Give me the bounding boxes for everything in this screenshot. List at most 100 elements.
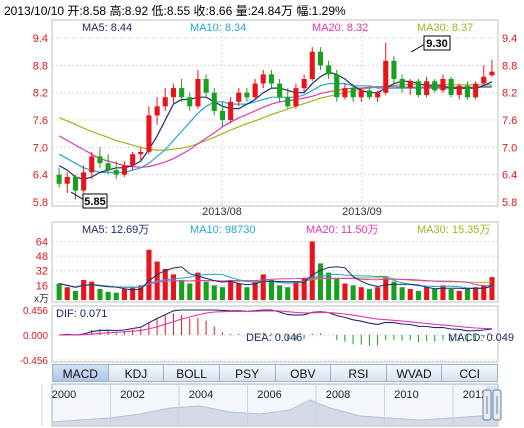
- tab-cci[interactable]: CCI: [442, 364, 498, 382]
- volume-bar: [72, 290, 78, 300]
- volume-bar: [170, 274, 176, 300]
- volume-bar: [473, 287, 479, 300]
- candle-body: [309, 51, 315, 79]
- volume-bar: [383, 276, 389, 300]
- candle-body: [366, 90, 372, 98]
- volume-bar: [464, 289, 470, 300]
- candle-body: [456, 85, 462, 95]
- timeline-year: 2012: [463, 389, 487, 401]
- macd-panel-frame: [51, 305, 499, 363]
- volume-value: 24.84万: [250, 4, 293, 18]
- volume-ma-lines: [58, 266, 493, 291]
- volume-bar: [301, 278, 307, 300]
- candle-body: [130, 154, 136, 166]
- candle-body: [162, 97, 168, 107]
- tab-rsi[interactable]: RSI: [331, 364, 387, 382]
- volume-bar: [219, 287, 225, 300]
- candle-body: [293, 88, 299, 107]
- price-y-tick: 8.2: [33, 88, 48, 100]
- timeline-year: 2008: [326, 389, 350, 401]
- candle-body: [138, 151, 144, 155]
- volume-ma5-line: [58, 266, 493, 291]
- vol-ma30-label: MA30: 15.35万: [417, 224, 490, 236]
- volume-bar: [187, 283, 193, 300]
- price-y-tick: 8.8: [33, 60, 48, 72]
- volume-bar: [415, 290, 421, 300]
- volume-bar: [277, 285, 283, 300]
- candle-body: [342, 88, 348, 98]
- volume-bar: [260, 274, 266, 300]
- timeline-range-selector[interactable]: 2000 2002 2004 2006 2008 2010 2012: [0, 382, 524, 428]
- volume-bar: [211, 285, 217, 300]
- candle-body: [448, 79, 454, 95]
- tab-psy[interactable]: PSY: [219, 364, 276, 382]
- volume-bar: [350, 285, 356, 300]
- price-y-tick: 5.8: [33, 197, 48, 209]
- price-y-tick: 8.8: [502, 60, 517, 72]
- timeline-year: 2010: [394, 389, 418, 401]
- tab-boll[interactable]: BOLL: [164, 364, 220, 382]
- stock-chart[interactable]: 9.4 8.8 8.2 7.6 7.0 6.4 5.8 9.4 8.8 8.2 7.6 7.0 6.4…: [0, 0, 524, 364]
- x-tick-sep: 2013/09: [342, 206, 382, 218]
- macd-dif-label: DIF: 0.071: [56, 308, 107, 320]
- candle-body: [277, 83, 283, 98]
- vol-ma10-label: MA10: 98730: [190, 224, 255, 236]
- candle-body: [350, 88, 356, 98]
- volume-bar: [358, 287, 364, 300]
- change-value: 1.29%: [311, 4, 346, 18]
- price-y-axis-right: 9.4 8.8 8.2 7.6 7.0 6.4 5.8: [502, 33, 517, 209]
- candle-body: [203, 79, 209, 93]
- candle-body: [228, 101, 234, 120]
- timeline-year: 2006: [257, 389, 281, 401]
- volume-bar: [268, 279, 274, 300]
- volume-bar: [81, 279, 87, 300]
- close-value: 8.66: [208, 4, 233, 18]
- volume-bar: [326, 272, 332, 300]
- low-value: 8.55: [166, 4, 191, 18]
- volume-bar: [252, 281, 258, 300]
- volume-bar: [293, 281, 299, 300]
- candle-body: [415, 81, 421, 95]
- tab-wvad[interactable]: WVAD: [386, 364, 443, 382]
- price-ma10-label: MA10: 8.34: [190, 22, 246, 34]
- candle-body: [489, 71, 495, 76]
- volume-unit: x万: [34, 294, 49, 305]
- macd-value-label: MACD: 0.049: [448, 332, 514, 344]
- candle-body: [154, 106, 160, 116]
- candle-body: [399, 79, 405, 89]
- candle-body: [121, 165, 127, 175]
- open-value: 8.58: [82, 4, 107, 18]
- candle-body: [391, 60, 397, 79]
- candle-body: [195, 79, 201, 107]
- price-ma20-label: MA20: 8.32: [312, 22, 368, 34]
- macd-lines: [59, 309, 492, 336]
- volume-bar: [366, 289, 372, 300]
- timeline-year: 2000: [52, 389, 76, 401]
- candle-body: [219, 110, 225, 120]
- tab-kdj[interactable]: KDJ: [108, 364, 165, 382]
- price-ma5-label: MA5: 8.44: [82, 22, 132, 34]
- min-marker-box: [82, 193, 108, 209]
- tab-obv[interactable]: OBV: [275, 364, 332, 382]
- volume-bar: [228, 279, 234, 300]
- volume-bar: [285, 287, 291, 300]
- candle-body: [56, 174, 62, 184]
- candle-body: [358, 90, 364, 98]
- price-y-tick: 6.4: [33, 170, 48, 182]
- volume-bar: [399, 287, 405, 300]
- tab-macd[interactable]: MACD: [52, 364, 109, 382]
- volume-bar: [244, 287, 250, 300]
- price-y-tick: 9.4: [33, 33, 48, 45]
- volume-bar: [448, 289, 454, 300]
- macd-dea-line: [59, 310, 492, 336]
- volume-bar: [130, 287, 136, 300]
- timeline-year: 2002: [120, 389, 144, 401]
- vol-ma5-label: MA5: 12.69万: [82, 224, 149, 236]
- candle-body: [179, 88, 185, 98]
- price-y-tick: 7.0: [33, 142, 48, 154]
- volume-bar: [342, 283, 348, 300]
- volume-bar: [407, 289, 413, 300]
- candle-body: [473, 83, 479, 98]
- price-y-tick: 7.0: [502, 142, 517, 154]
- min-marker-line: [70, 191, 85, 201]
